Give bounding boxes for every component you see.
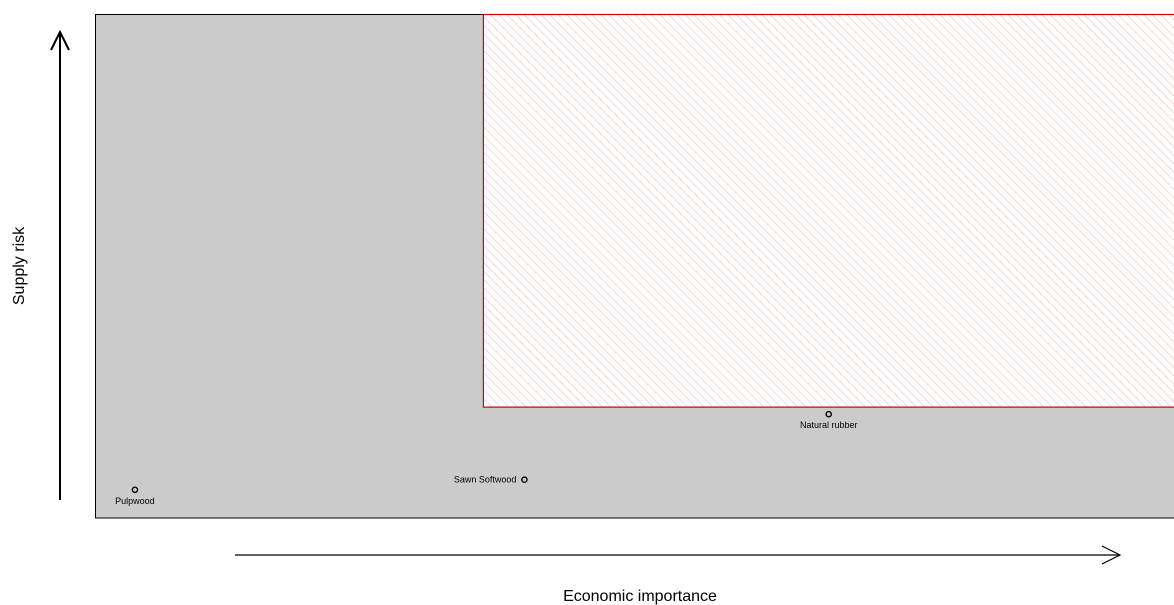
y-axis-title: Supply risk bbox=[11, 226, 28, 305]
x-axis-title: Economic importance bbox=[563, 588, 717, 605]
data-point-label: Pulpwood bbox=[115, 496, 155, 506]
data-point-label: Sawn Softwood bbox=[454, 475, 517, 485]
critical-zone bbox=[482, 13, 1174, 408]
data-point bbox=[521, 476, 528, 483]
data-point-label: Natural rubber bbox=[800, 420, 858, 430]
data-point bbox=[131, 486, 139, 494]
x-axis-arrowhead bbox=[1101, 545, 1122, 565]
y-axis-arrowhead bbox=[50, 29, 70, 51]
data-point bbox=[825, 410, 833, 418]
